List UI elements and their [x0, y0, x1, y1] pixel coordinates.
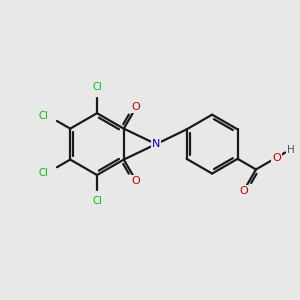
Text: Cl: Cl [92, 196, 102, 206]
Text: O: O [272, 153, 281, 163]
Text: Cl: Cl [92, 82, 102, 92]
Text: O: O [239, 186, 248, 196]
Text: H: H [286, 145, 294, 154]
Text: O: O [132, 176, 140, 186]
Text: Cl: Cl [38, 167, 48, 178]
Text: N: N [152, 139, 160, 149]
Text: Cl: Cl [38, 111, 48, 121]
Text: O: O [132, 102, 140, 112]
